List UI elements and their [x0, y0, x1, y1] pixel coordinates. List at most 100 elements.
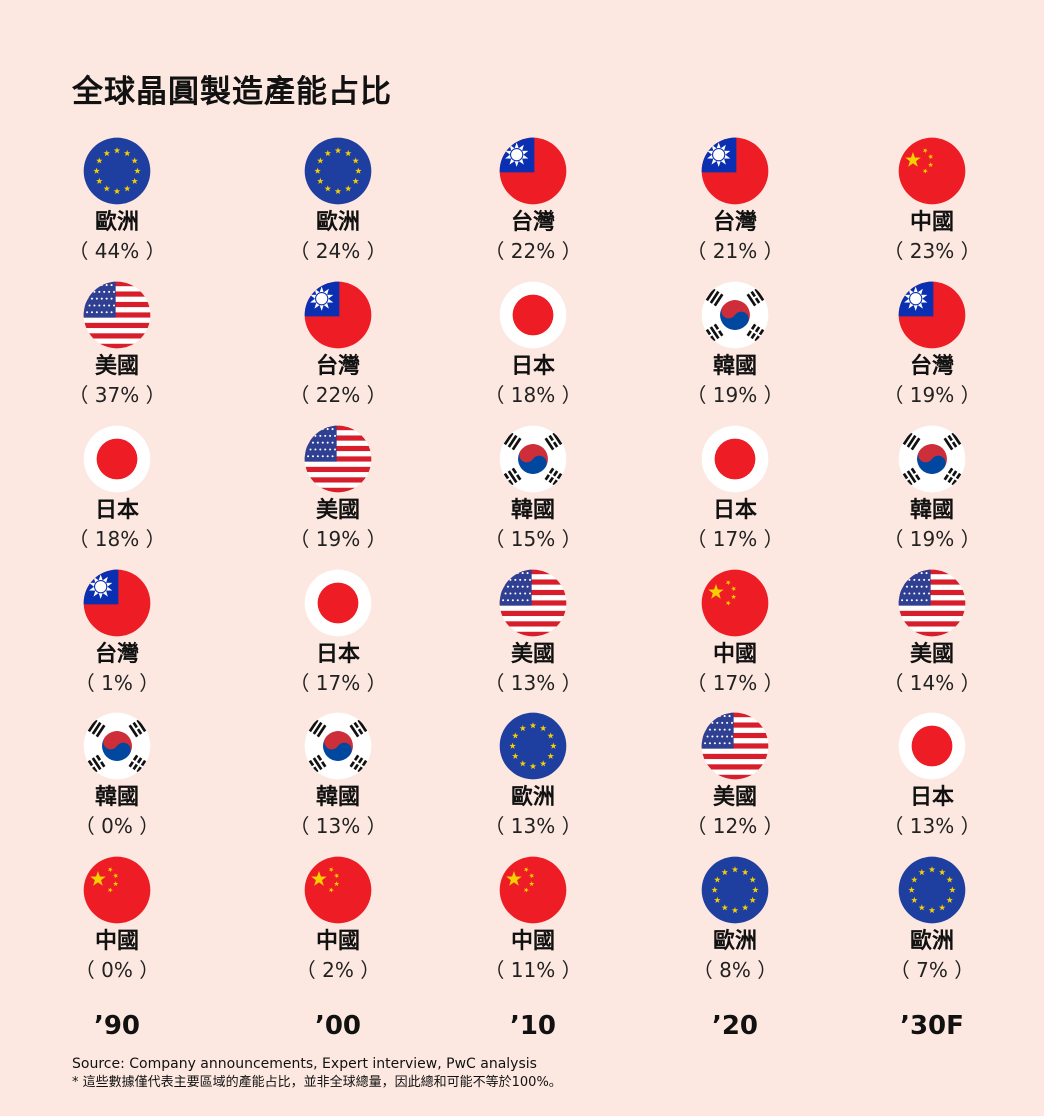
china-flag-icon	[304, 856, 372, 924]
region-label: 韓國	[94, 785, 139, 810]
eu-flag-icon	[304, 137, 372, 205]
region-cell: 韓國 （ 13% ）	[248, 712, 428, 840]
taiwan-flag-icon	[304, 281, 372, 349]
region-cell: 美國 （ 12% ）	[645, 712, 825, 840]
china-flag-icon	[701, 569, 769, 637]
share-value: （ 11% ）	[484, 958, 582, 982]
region-cell: 韓國 （ 15% ）	[443, 425, 623, 553]
region-label: 日本	[510, 354, 555, 379]
region-label: 台灣	[909, 354, 954, 379]
region-label: 韓國	[909, 498, 954, 523]
korea-flag-icon	[83, 712, 151, 780]
region-cell: 台灣 （ 19% ）	[842, 281, 1022, 409]
share-value: （ 24% ）	[289, 239, 387, 263]
region-cell: 美國 （ 19% ）	[248, 425, 428, 553]
eu-flag-icon	[83, 137, 151, 205]
region-cell: 美國 （ 14% ）	[842, 569, 1022, 697]
share-value: （ 1% ）	[74, 671, 160, 695]
japan-flag-icon	[304, 569, 372, 637]
region-label: 歐洲	[909, 929, 954, 954]
region-label: 美國	[94, 354, 139, 379]
usa-flag-icon	[898, 569, 966, 637]
region-cell: 歐洲 （ 24% ）	[248, 137, 428, 265]
share-value: （ 22% ）	[484, 239, 582, 263]
share-value: （ 17% ）	[289, 671, 387, 695]
china-flag-icon	[499, 856, 567, 924]
source-note: Source: Company announcements, Expert in…	[72, 1056, 537, 1072]
china-flag-icon	[83, 856, 151, 924]
taiwan-flag-icon	[701, 137, 769, 205]
region-cell: 韓國 （ 19% ）	[645, 281, 825, 409]
region-label: 歐洲	[510, 785, 555, 810]
region-cell: 中國 （ 0% ）	[27, 856, 207, 984]
share-value: （ 15% ）	[484, 527, 582, 551]
share-value: （ 7% ）	[889, 958, 975, 982]
region-cell: 日本 （ 18% ）	[27, 425, 207, 553]
year-label: ’20	[711, 1011, 759, 1041]
region-cell: 歐洲 （ 13% ）	[443, 712, 623, 840]
region-label: 中國	[712, 642, 757, 667]
region-label: 韓國	[315, 785, 360, 810]
share-value: （ 13% ）	[883, 814, 981, 838]
usa-flag-icon	[499, 569, 567, 637]
share-value: （ 22% ）	[289, 383, 387, 407]
region-cell: 中國 （ 11% ）	[443, 856, 623, 984]
usa-flag-icon	[701, 712, 769, 780]
share-value: （ 18% ）	[68, 527, 166, 551]
region-label: 日本	[315, 642, 360, 667]
taiwan-flag-icon	[898, 281, 966, 349]
share-value: （ 0% ）	[74, 958, 160, 982]
region-label: 歐洲	[712, 929, 757, 954]
region-label: 韓國	[510, 498, 555, 523]
page-title: 全球晶圓製造產能占比	[72, 74, 392, 110]
share-value: （ 8% ）	[692, 958, 778, 982]
region-cell: 美國 （ 37% ）	[27, 281, 207, 409]
share-value: （ 19% ）	[289, 527, 387, 551]
share-value: （ 19% ）	[883, 383, 981, 407]
region-label: 台灣	[510, 210, 555, 235]
region-cell: 歐洲 （ 44% ）	[27, 137, 207, 265]
region-label: 台灣	[94, 642, 139, 667]
region-label: 中國	[94, 929, 139, 954]
region-label: 美國	[909, 642, 954, 667]
share-value: （ 19% ）	[883, 527, 981, 551]
eu-flag-icon	[898, 856, 966, 924]
japan-flag-icon	[83, 425, 151, 493]
japan-flag-icon	[499, 281, 567, 349]
region-cell: 歐洲 （ 8% ）	[645, 856, 825, 984]
year-label: ’90	[93, 1011, 141, 1041]
region-label: 中國	[315, 929, 360, 954]
region-label: 韓國	[712, 354, 757, 379]
share-value: （ 0% ）	[74, 814, 160, 838]
region-label: 歐洲	[315, 210, 360, 235]
share-value: （ 44% ）	[68, 239, 166, 263]
share-value: （ 12% ）	[686, 814, 784, 838]
region-cell: 台灣 （ 21% ）	[645, 137, 825, 265]
year-label: ’00	[314, 1011, 362, 1041]
region-label: 歐洲	[94, 210, 139, 235]
usa-flag-icon	[83, 281, 151, 349]
region-cell: 日本 （ 17% ）	[645, 425, 825, 553]
region-cell: 中國 （ 2% ）	[248, 856, 428, 984]
korea-flag-icon	[304, 712, 372, 780]
region-label: 日本	[909, 785, 954, 810]
share-value: （ 13% ）	[484, 814, 582, 838]
year-label: ’30F	[900, 1011, 964, 1041]
year-label: ’10	[509, 1011, 557, 1041]
region-label: 日本	[712, 498, 757, 523]
eu-flag-icon	[701, 856, 769, 924]
share-value: （ 37% ）	[68, 383, 166, 407]
region-label: 日本	[94, 498, 139, 523]
region-cell: 日本 （ 17% ）	[248, 569, 428, 697]
region-cell: 日本 （ 18% ）	[443, 281, 623, 409]
share-value: （ 23% ）	[883, 239, 981, 263]
japan-flag-icon	[898, 712, 966, 780]
share-value: （ 21% ）	[686, 239, 784, 263]
share-value: （ 17% ）	[686, 527, 784, 551]
share-value: （ 14% ）	[883, 671, 981, 695]
region-label: 中國	[510, 929, 555, 954]
korea-flag-icon	[898, 425, 966, 493]
region-label: 台灣	[315, 354, 360, 379]
region-label: 美國	[712, 785, 757, 810]
